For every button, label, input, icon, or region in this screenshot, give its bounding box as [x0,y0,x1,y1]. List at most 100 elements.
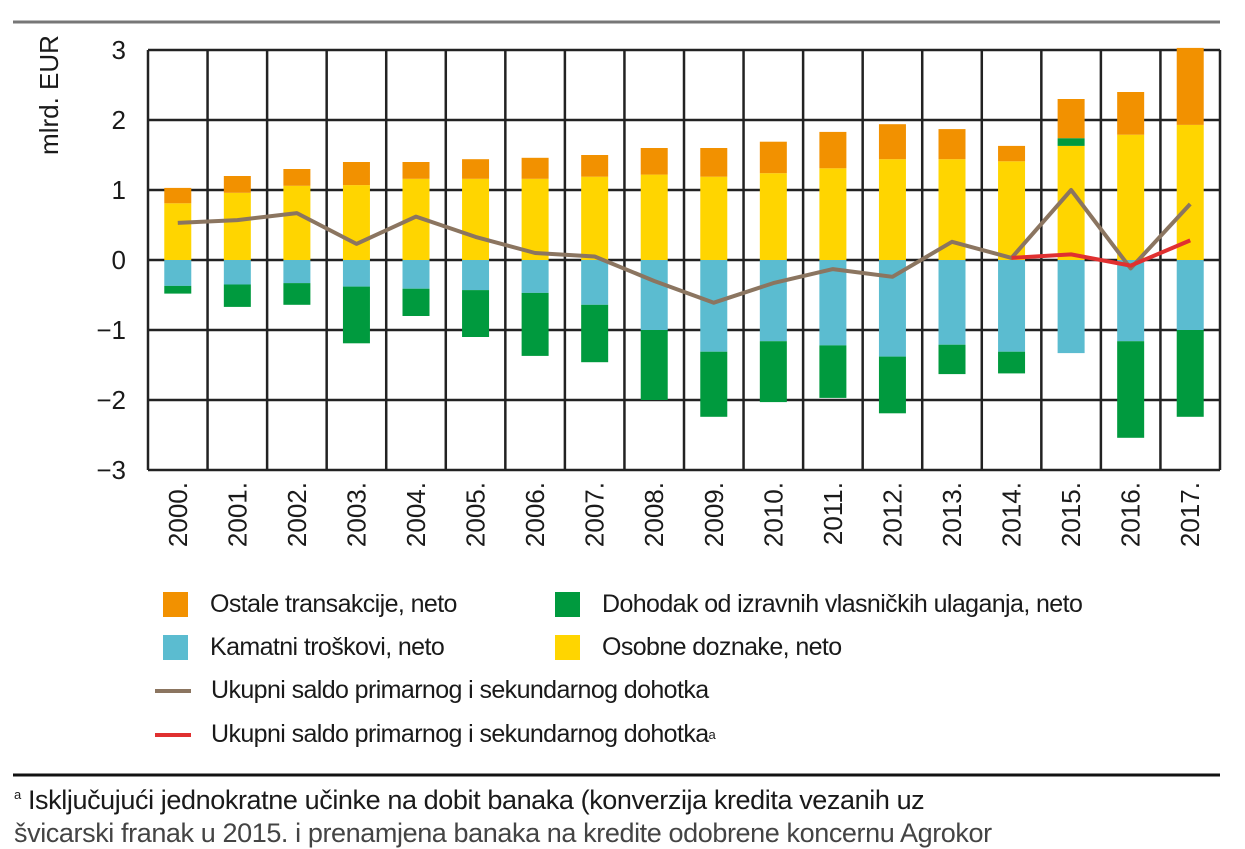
bar-segment [640,174,668,260]
lines [177,188,1192,305]
bar-segment [1176,124,1204,261]
bar-segment [342,286,370,344]
bar-segment [819,131,847,169]
x-tick-label: 2003. [341,482,371,547]
legend-label: Dohodak od izravnih vlasničkih ulaganja,… [602,590,1083,618]
legend-item-ukupni-a: Ukupni saldo primarnog i sekundarnog doh… [155,720,716,749]
bar-segment [1057,138,1085,146]
x-tick-label: 2016. [1116,482,1146,547]
bar-segment [521,260,549,293]
legend-label: Kamatni troškovi, neto [210,633,445,661]
bar-segment [819,168,847,260]
bar-segment [521,178,549,260]
series-line [177,188,1192,305]
bar-segment [164,203,192,260]
bar-segment [1117,92,1145,135]
legend-label: Ostale transakcije, neto [210,590,457,618]
bar-segment [521,292,549,356]
x-tick-label: 2017. [1175,482,1205,547]
bar-segment [878,124,906,160]
bar-segment [342,185,370,260]
legend-swatch-yellow [555,635,580,660]
bar-segment [462,290,490,337]
bar-segment [402,260,430,289]
x-tick-label: 2005. [461,482,491,547]
y-tick-label: −2 [96,385,126,415]
legend-swatch-green [555,592,580,617]
x-tick-label: 2013. [937,482,967,547]
bar-segment [223,284,251,307]
bar-segment [342,260,370,287]
bar-segment [938,344,966,375]
bar-segment [640,330,668,400]
legend-item-ostale: Ostale transakcije, neto [163,590,457,619]
bar-segment [998,351,1026,374]
bar-segment [1057,260,1085,354]
legend-item-ukupni: Ukupni saldo primarnog i sekundarnog doh… [155,676,709,705]
x-tick-label: 2014. [997,482,1027,547]
footnote-text: Isključujući jednokratne učinke na dobit… [27,785,925,815]
bar-segment [759,341,787,403]
x-tick-label: 2012. [877,482,907,547]
bar-segment [1117,260,1145,342]
y-tick-label: 0 [112,245,126,275]
bar-segment [521,157,549,179]
x-tick-label: 2011. [818,482,848,545]
chart: 3 2 1 0 −1 −2 −3 2000. 2001. 2002. 2003. 2004. 2005… [13,20,1222,777]
legend-line-red [155,732,191,737]
y-tick-labels: 3 2 1 0 −1 −2 −3 [96,35,126,485]
x-tick-label: 2015. [1056,482,1086,547]
bar-segment [462,260,490,291]
bar-segment [462,178,490,260]
bar-segment [640,148,668,175]
bar-segment [700,260,728,352]
bar-segment [700,148,728,177]
y-tick-label: −3 [96,455,126,485]
x-tick-label: 2006. [520,482,550,547]
bar-segment [998,161,1026,260]
y-tick-label: 3 [112,35,126,65]
bar-segment [1176,47,1204,125]
footnote-text-2: švicarski franak u 2015. i prenamjena ba… [14,818,992,848]
bar-segment [759,141,787,174]
bar-segment [998,260,1026,352]
x-tick-label: 2007. [580,482,610,547]
bar-segment [878,356,906,414]
x-tick-label: 2002. [282,482,312,547]
x-tick-label: 2000. [163,482,193,547]
bar-segment [342,162,370,186]
x-tick-label: 2001. [222,482,252,547]
y-tick-label: −1 [96,315,126,345]
legend-label: Ukupni saldo primarnog i sekundarnog doh… [211,720,709,748]
bar-segment [223,260,251,285]
legend-line-brown [155,688,191,693]
bar-segment [1176,260,1204,330]
y-axis-label: mlrd. EUR [34,35,64,155]
bar-segment [581,260,609,305]
bar-segment [223,176,251,193]
footnote-marker: a [14,787,21,802]
bar-segment [462,159,490,179]
bar-segment [1057,99,1085,139]
bar-segment [700,351,728,417]
x-tick-label: 2008. [639,482,669,547]
y-tick-label: 1 [112,175,126,205]
legend-item-doznake: Osobne doznake, neto [555,633,842,662]
bar-segment [1117,341,1145,438]
legend-label: Ukupni saldo primarnog i sekundarnog doh… [211,676,709,704]
series-line [1011,238,1192,268]
legend-swatch-orange [163,592,188,617]
bar-segment [1117,134,1145,260]
bar-segment [819,260,847,346]
bar-segment [402,288,430,316]
bar-segment [759,260,787,342]
bar-segment [164,260,192,286]
bar-segment [402,162,430,179]
bar-segment [759,173,787,260]
x-tick-label: 2010. [758,482,788,547]
bar-segment [164,285,192,294]
bar-segment [581,176,609,260]
bars [164,47,1204,438]
bar-segment [283,260,311,284]
y-tick-label: 2 [112,105,126,135]
